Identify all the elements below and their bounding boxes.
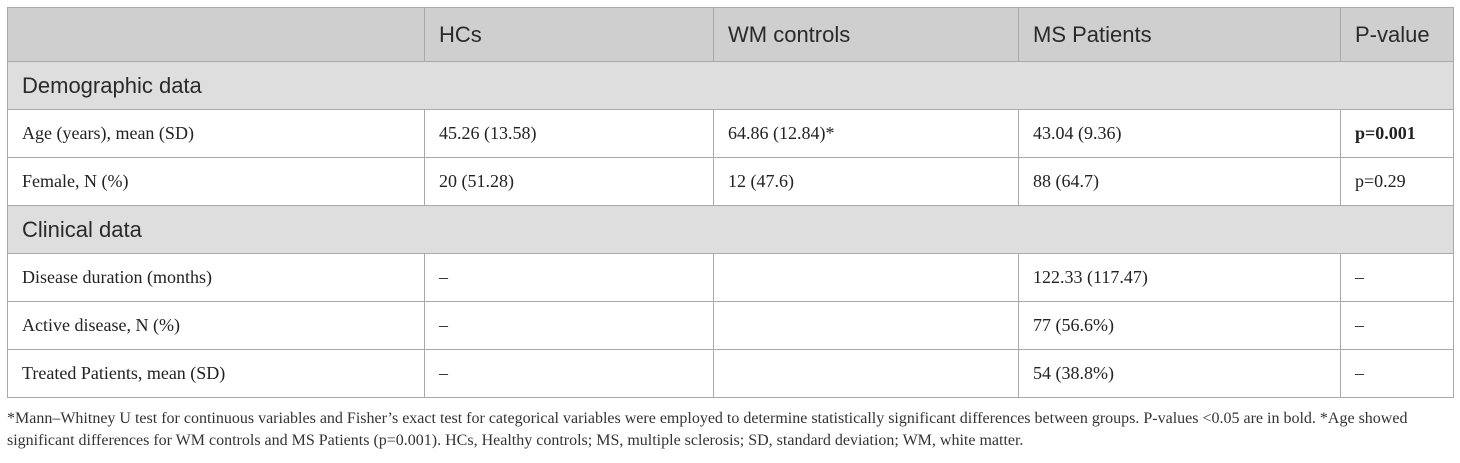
table-row: Active disease, N (%) – 77 (56.6%) –: [7, 301, 1454, 350]
header-cell-empty: [7, 7, 425, 62]
cell-hcs: 45.26 (13.58): [424, 109, 714, 158]
cell-ms: 43.04 (9.36): [1018, 109, 1341, 158]
section-title: Demographic data: [7, 61, 1454, 110]
header-cell-wm-controls: WM controls: [713, 7, 1019, 62]
table-row: Female, N (%) 20 (51.28) 12 (47.6) 88 (6…: [7, 157, 1454, 206]
table-container: HCs WM controls MS Patients P-value Demo…: [7, 7, 1454, 452]
row-label: Treated Patients, mean (SD): [7, 349, 425, 398]
header-cell-p-value: P-value: [1340, 7, 1454, 62]
cell-p-value: –: [1340, 253, 1454, 302]
cell-p-value: p=0.29: [1340, 157, 1454, 206]
footnote-text: *Mann–Whitney U test for continuous vari…: [7, 410, 1408, 449]
header-cell-hcs: HCs: [424, 7, 714, 62]
cell-wm: 12 (47.6): [713, 157, 1019, 206]
cell-wm: [713, 301, 1019, 350]
cell-ms: 122.33 (117.47): [1018, 253, 1341, 302]
cell-ms: 77 (56.6%): [1018, 301, 1341, 350]
cell-wm: [713, 253, 1019, 302]
section-row-clinical: Clinical data: [7, 205, 1454, 254]
row-label: Disease duration (months): [7, 253, 425, 302]
cell-p-value: –: [1340, 349, 1454, 398]
table-row: Disease duration (months) – 122.33 (117.…: [7, 253, 1454, 302]
table-footnote: *Mann–Whitney U test for continuous vari…: [7, 408, 1453, 452]
table-row: Treated Patients, mean (SD) – 54 (38.8%)…: [7, 349, 1454, 398]
section-title: Clinical data: [7, 205, 1454, 254]
table-row: Age (years), mean (SD) 45.26 (13.58) 64.…: [7, 109, 1454, 158]
cell-p-value: –: [1340, 301, 1454, 350]
row-label: Active disease, N (%): [7, 301, 425, 350]
cell-ms: 88 (64.7): [1018, 157, 1341, 206]
cell-p-value: p=0.001: [1340, 109, 1454, 158]
table-header-row: HCs WM controls MS Patients P-value: [7, 7, 1454, 62]
cell-wm: 64.86 (12.84)*: [713, 109, 1019, 158]
demographics-table: HCs WM controls MS Patients P-value Demo…: [7, 7, 1454, 398]
row-label: Age (years), mean (SD): [7, 109, 425, 158]
cell-hcs: 20 (51.28): [424, 157, 714, 206]
row-label: Female, N (%): [7, 157, 425, 206]
cell-hcs: –: [424, 349, 714, 398]
cell-hcs: –: [424, 253, 714, 302]
section-row-demographic: Demographic data: [7, 61, 1454, 110]
header-cell-ms-patients: MS Patients: [1018, 7, 1341, 62]
cell-hcs: –: [424, 301, 714, 350]
cell-wm: [713, 349, 1019, 398]
cell-ms: 54 (38.8%): [1018, 349, 1341, 398]
